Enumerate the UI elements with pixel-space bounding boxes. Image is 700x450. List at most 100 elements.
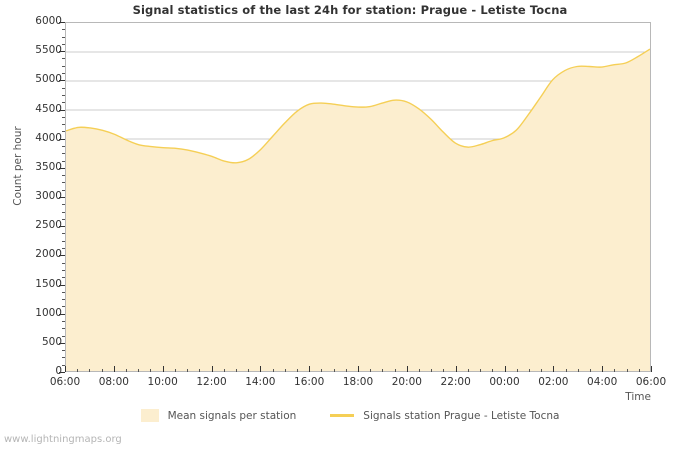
y-tick-minor-mark xyxy=(62,204,65,206)
y-tick-mark xyxy=(59,22,65,23)
x-tick-minor-mark xyxy=(89,369,91,372)
x-tick-minor-mark xyxy=(284,369,286,372)
x-tick-mark xyxy=(65,366,66,372)
x-tick-minor-mark xyxy=(382,369,384,372)
y-tick-minor-mark xyxy=(62,277,65,279)
x-tick-minor-mark xyxy=(467,369,469,372)
x-tick-mark xyxy=(504,366,506,372)
x-tick-minor-mark xyxy=(492,369,494,372)
y-tick-minor-mark xyxy=(62,102,65,104)
y-tick-mark xyxy=(59,80,65,82)
x-tick-label: 06:00 xyxy=(635,376,667,388)
legend-area-swatch-icon xyxy=(140,409,159,422)
y-tick-minor-mark xyxy=(62,335,65,337)
y-tick-label: 1500 xyxy=(35,277,62,290)
y-tick-minor-mark xyxy=(62,269,65,271)
plot-svg xyxy=(66,48,650,371)
x-tick-mark xyxy=(455,366,457,372)
x-tick-label: 16:00 xyxy=(294,376,325,388)
y-tick-minor-mark xyxy=(62,299,65,301)
x-tick-minor-mark xyxy=(345,369,347,372)
x-tick-label: 08:00 xyxy=(98,376,129,388)
footer-watermark: www.lightningmaps.org xyxy=(4,434,122,445)
x-tick-minor-mark xyxy=(419,369,421,372)
y-tick-minor-mark xyxy=(62,131,65,133)
y-tick-minor-mark xyxy=(62,36,65,38)
y-tick-minor-mark xyxy=(62,94,65,96)
y-tick-minor-mark xyxy=(62,29,65,31)
x-tick-mark xyxy=(602,366,604,372)
x-tick-minor-mark xyxy=(577,369,579,372)
y-tick-mark xyxy=(59,109,65,111)
y-tick-minor-mark xyxy=(62,182,65,184)
x-tick-label: 14:00 xyxy=(245,376,276,388)
y-tick-minor-mark xyxy=(62,43,65,45)
x-tick-label: 04:00 xyxy=(587,376,618,388)
x-tick-minor-mark xyxy=(235,369,237,372)
x-tick-minor-mark xyxy=(77,369,79,372)
y-tick-minor-mark xyxy=(62,218,65,220)
y-tick-minor-mark xyxy=(62,58,65,60)
x-tick-minor-mark xyxy=(626,369,628,372)
y-tick-label: 1000 xyxy=(35,306,62,319)
x-tick-minor-mark xyxy=(614,369,616,372)
legend-label-mean-signals: Mean signals per station xyxy=(167,409,297,422)
chart-legend: Mean signals per station Signals station… xyxy=(0,409,700,422)
x-tick-minor-mark xyxy=(174,369,176,372)
y-tick-label: 2500 xyxy=(35,219,62,232)
x-tick-minor-mark xyxy=(638,369,640,372)
y-tick-mark xyxy=(59,51,65,53)
legend-label-station-signals: Signals station Prague - Letiste Tocna xyxy=(363,409,560,422)
y-tick-minor-mark xyxy=(62,211,65,213)
y-tick-label: 5000 xyxy=(35,73,62,86)
y-tick-minor-mark xyxy=(62,175,65,177)
x-tick-minor-mark xyxy=(565,369,567,372)
x-tick-label: 20:00 xyxy=(391,376,422,388)
legend-line-swatch-icon xyxy=(330,414,355,417)
x-tick-label: 00:00 xyxy=(489,376,520,388)
x-tick-minor-mark xyxy=(333,369,335,372)
x-tick-minor-mark xyxy=(138,369,140,372)
y-tick-minor-mark xyxy=(62,357,65,359)
y-tick-minor-mark xyxy=(62,87,65,89)
x-tick-minor-mark xyxy=(272,369,274,372)
x-tick-minor-mark xyxy=(126,369,128,372)
x-tick-mark xyxy=(113,366,115,372)
x-tick-minor-mark xyxy=(223,369,225,372)
x-tick-label: 02:00 xyxy=(538,376,569,388)
y-tick-mark xyxy=(59,284,65,286)
legend-item-station-signals: Signals station Prague - Letiste Tocna xyxy=(330,410,559,422)
x-tick-minor-mark xyxy=(394,369,396,372)
x-tick-minor-mark xyxy=(187,369,189,372)
x-tick-minor-mark xyxy=(431,369,433,372)
y-tick-minor-mark xyxy=(62,233,65,235)
y-tick-label: 3000 xyxy=(35,190,62,202)
x-tick-label: 06:00 xyxy=(49,376,81,388)
x-tick-mark xyxy=(553,366,555,372)
y-tick-minor-mark xyxy=(62,73,65,75)
mean-signals-area xyxy=(66,49,650,371)
signals-station-line xyxy=(66,48,650,164)
y-tick-mark xyxy=(59,197,65,198)
y-tick-label: 2000 xyxy=(35,248,62,261)
y-tick-mark xyxy=(59,255,65,257)
y-tick-minor-mark xyxy=(62,306,65,308)
x-tick-minor-mark xyxy=(248,369,250,372)
y-tick-mark xyxy=(59,167,65,169)
x-axis-label: Time xyxy=(625,391,651,403)
x-tick-minor-mark xyxy=(516,369,518,372)
x-tick-minor-mark xyxy=(101,369,103,372)
x-tick-minor-mark xyxy=(589,369,591,372)
x-tick-mark xyxy=(358,366,359,372)
y-tick-mark xyxy=(59,372,65,373)
x-tick-minor-mark xyxy=(370,369,372,372)
y-tick-minor-mark xyxy=(62,262,65,264)
x-tick-mark xyxy=(651,366,652,372)
y-tick-label: 500 xyxy=(41,335,62,348)
y-tick-minor-mark xyxy=(62,328,65,330)
y-tick-minor-mark xyxy=(62,160,65,162)
y-tick-minor-mark xyxy=(62,65,65,67)
y-tick-mark xyxy=(59,226,65,228)
x-tick-minor-mark xyxy=(150,369,152,372)
